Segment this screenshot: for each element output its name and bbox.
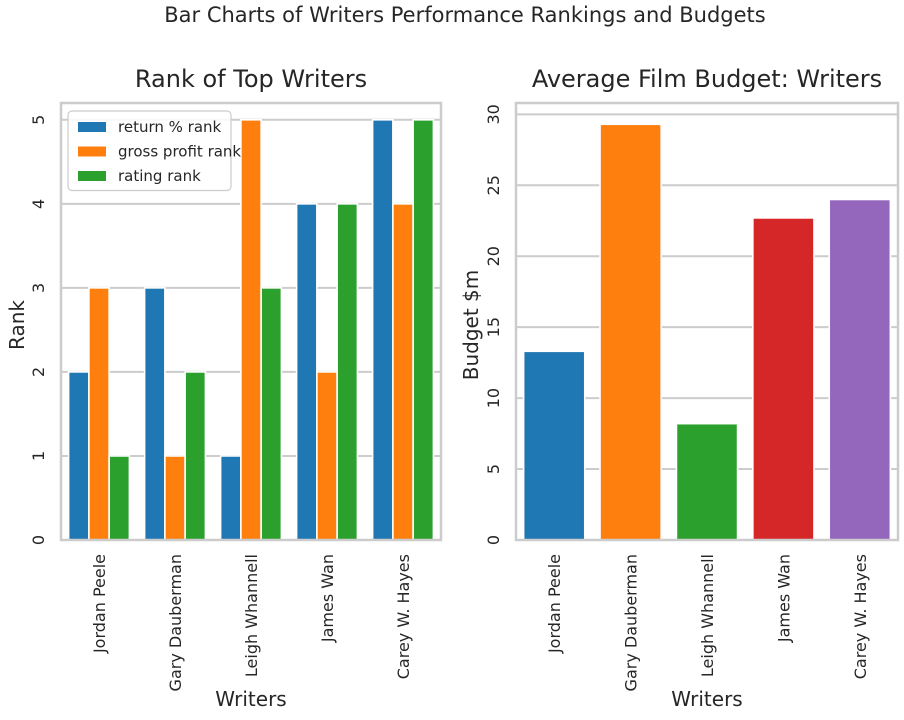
y-tick-label: 30 — [484, 104, 503, 124]
x-tick-label: Carey W. Hayes — [851, 554, 870, 679]
legend-swatch — [78, 171, 106, 181]
y-tick-label: 25 — [484, 175, 503, 195]
legend-label: return % rank — [118, 118, 222, 136]
legend-swatch — [78, 122, 106, 132]
x-tick-labels: Jordan Peele Gary Dauberman Leigh Whannell… — [545, 554, 870, 691]
y-axis-label: Rank — [5, 300, 29, 350]
y-tick-label: 0 — [29, 535, 48, 545]
bar — [752, 217, 815, 541]
bar — [522, 350, 586, 541]
axes-frame — [514, 101, 900, 542]
axes-frame — [59, 101, 443, 542]
chart-rank-of-top-writers: Rank of Top Writers Rank Writers 0 1 2 3 4 5 J… — [5, 65, 443, 711]
bar — [240, 119, 262, 541]
x-axis-label: Writers — [215, 687, 286, 711]
x-tick-label: Gary Dauberman — [166, 554, 185, 691]
x-tick-label: Jordan Peele — [545, 554, 564, 654]
x-tick-label: James Wan — [774, 554, 793, 643]
y-tick-label: 10 — [484, 388, 503, 408]
y-tick-label: 20 — [484, 246, 503, 266]
x-axis-label: Writers — [671, 687, 742, 711]
bar — [371, 119, 394, 541]
bar — [392, 203, 414, 541]
figure-suptitle: Bar Charts of Writers Performance Rankin… — [164, 3, 765, 27]
y-tick-labels: 0 1 2 3 4 5 — [29, 115, 48, 545]
x-tick-label: Leigh Whannell — [698, 554, 717, 677]
legend-swatch — [78, 146, 106, 157]
y-tick-labels: 0 5 10 15 20 25 30 — [484, 104, 503, 545]
bar — [88, 287, 110, 541]
chart-title: Rank of Top Writers — [135, 65, 367, 93]
bar — [599, 123, 662, 541]
y-tick-label: 3 — [29, 283, 48, 293]
x-tick-label: Jordan Peele — [90, 554, 109, 654]
x-tick-labels: Jordan Peele Gary Dauberman Leigh Whannell… — [90, 554, 413, 691]
x-tick-label: Leigh Whannell — [242, 554, 261, 677]
bar — [143, 287, 166, 541]
bar — [675, 422, 739, 541]
legend: return % rank gross profit rank rating ran… — [67, 110, 241, 192]
legend-label: gross profit rank — [118, 143, 241, 161]
bar — [336, 203, 359, 541]
y-tick-label: 0 — [484, 535, 503, 545]
bar — [108, 455, 131, 541]
x-tick-label: Carey W. Hayes — [394, 554, 413, 679]
y-tick-label: 1 — [29, 451, 48, 461]
chart-title: Average Film Budget: Writers — [532, 65, 882, 93]
y-axis-label: Budget $m — [459, 270, 483, 381]
legend-label: rating rank — [118, 167, 201, 185]
bar — [164, 455, 186, 541]
x-tick-label: James Wan — [318, 554, 337, 643]
y-tick-label: 15 — [484, 317, 503, 337]
bar — [219, 455, 242, 541]
series-rating-rank — [108, 119, 435, 541]
bars — [522, 123, 892, 541]
y-tick-label: 5 — [29, 115, 48, 125]
bar — [260, 287, 283, 541]
y-tick-label: 4 — [29, 199, 48, 209]
legend-box — [67, 110, 232, 192]
y-tick-label: 2 — [29, 367, 48, 377]
bar — [828, 198, 892, 541]
chart-average-film-budget: Average Film Budget: Writers Budget $m W… — [459, 65, 900, 711]
bar — [412, 119, 435, 541]
bar — [295, 203, 318, 541]
bar — [316, 371, 338, 541]
y-tick-label: 5 — [484, 464, 503, 474]
bar — [67, 371, 90, 541]
x-tick-label: Gary Dauberman — [622, 554, 641, 691]
bar — [184, 371, 207, 541]
